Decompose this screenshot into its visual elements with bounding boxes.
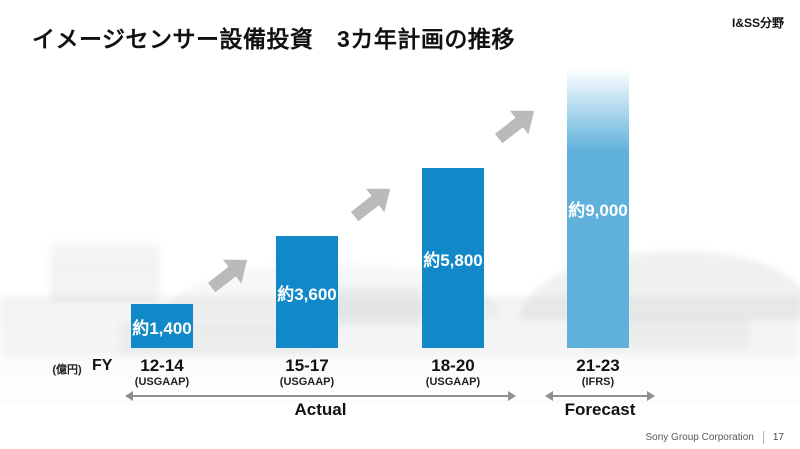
fiscal-year-range: 15-17: [285, 356, 329, 375]
bar: 約5,800: [422, 168, 484, 348]
bar-forecast: 約9,000: [567, 68, 629, 348]
bar-value-label: 約9,000: [568, 200, 628, 220]
actual-span-arrow: [125, 391, 516, 401]
phase-forecast: Forecast: [545, 391, 655, 420]
fy-axis-label: FY: [92, 357, 113, 374]
category-label: 18-20 (USGAAP): [405, 356, 501, 389]
category-label: 15-17 (USGAAP): [259, 356, 355, 389]
accounting-standard-label: (USGAAP): [425, 375, 481, 388]
accounting-standard-label: (IFRS): [581, 375, 615, 388]
slide-title: イメージセンサー設備投資 3カ年計画の推移: [32, 26, 515, 52]
fiscal-year-range: 21-23: [576, 356, 620, 375]
bar-value-label: 約5,800: [423, 250, 483, 270]
category-label: 21-23 (IFRS): [550, 356, 646, 389]
bar-value-label: 約3,600: [277, 284, 337, 304]
category-label: 12-14 (USGAAP): [114, 356, 210, 389]
footer-divider: [762, 431, 764, 444]
phase-actual: Actual: [125, 391, 516, 420]
bar: 約1,400: [131, 304, 193, 348]
bar-value-label: 約1,400: [132, 318, 192, 338]
actual-label: Actual: [294, 400, 347, 419]
fiscal-year-range: 12-14: [140, 356, 184, 375]
accounting-standard-label: (USGAAP): [134, 375, 190, 388]
slide-footer: Sony Group Corporation 17: [645, 431, 784, 444]
division-tag: I&SS分野: [731, 16, 784, 30]
unit-label: (億円): [52, 364, 82, 376]
forecast-label: Forecast: [564, 400, 636, 419]
growth-arrow-icon: [345, 181, 399, 230]
fiscal-year-range: 18-20: [431, 356, 475, 375]
accounting-standard-label: (USGAAP): [279, 375, 335, 388]
growth-arrow-icon: [202, 252, 256, 301]
footer-company: Sony Group Corporation: [645, 432, 754, 443]
growth-arrow-icon: [489, 103, 543, 152]
forecast-span-arrow: [545, 391, 655, 401]
bar: 約3,600: [276, 236, 338, 348]
footer-page-number: 17: [772, 432, 784, 443]
